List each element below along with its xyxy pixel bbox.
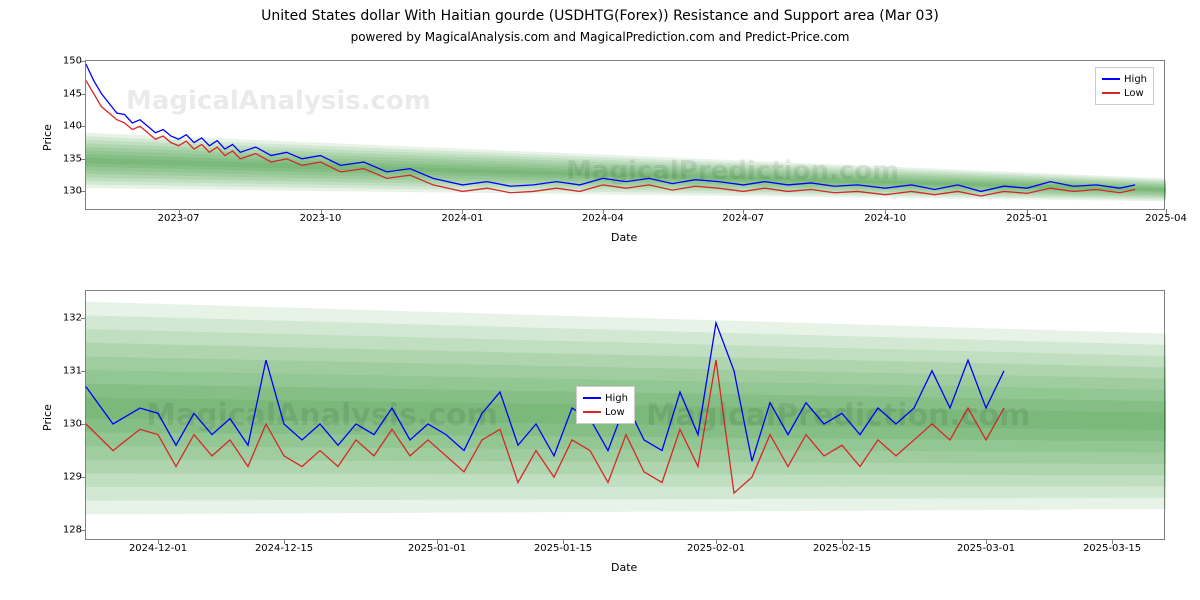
legend-item: High	[1102, 72, 1147, 86]
y-axis-label: Price	[41, 124, 54, 151]
y-axis-label: Price	[41, 404, 54, 431]
x-axis-label: Date	[611, 231, 637, 244]
legend-item: Low	[1102, 86, 1147, 100]
legend-label: High	[1124, 74, 1147, 85]
legend: High Low	[1095, 67, 1154, 105]
legend-swatch	[583, 411, 601, 413]
legend-swatch	[1102, 92, 1120, 94]
legend-label: Low	[605, 407, 625, 418]
x-axis-label: Date	[611, 561, 637, 574]
bottom-panel: 1281291301311322024-12-012024-12-152025-…	[85, 290, 1165, 540]
chart-subtitle: powered by MagicalAnalysis.com and Magic…	[0, 24, 1200, 44]
legend: High Low	[576, 386, 635, 424]
legend-swatch	[583, 397, 601, 399]
legend-label: Low	[1124, 88, 1144, 99]
legend-item: High	[583, 391, 628, 405]
top-panel-svg	[86, 61, 1166, 211]
legend-label: High	[605, 393, 628, 404]
legend-item: Low	[583, 405, 628, 419]
top-panel: 1301351401451502023-072023-102024-012024…	[85, 60, 1165, 210]
chart-title: United States dollar With Haitian gourde…	[0, 0, 1200, 24]
legend-swatch	[1102, 78, 1120, 80]
